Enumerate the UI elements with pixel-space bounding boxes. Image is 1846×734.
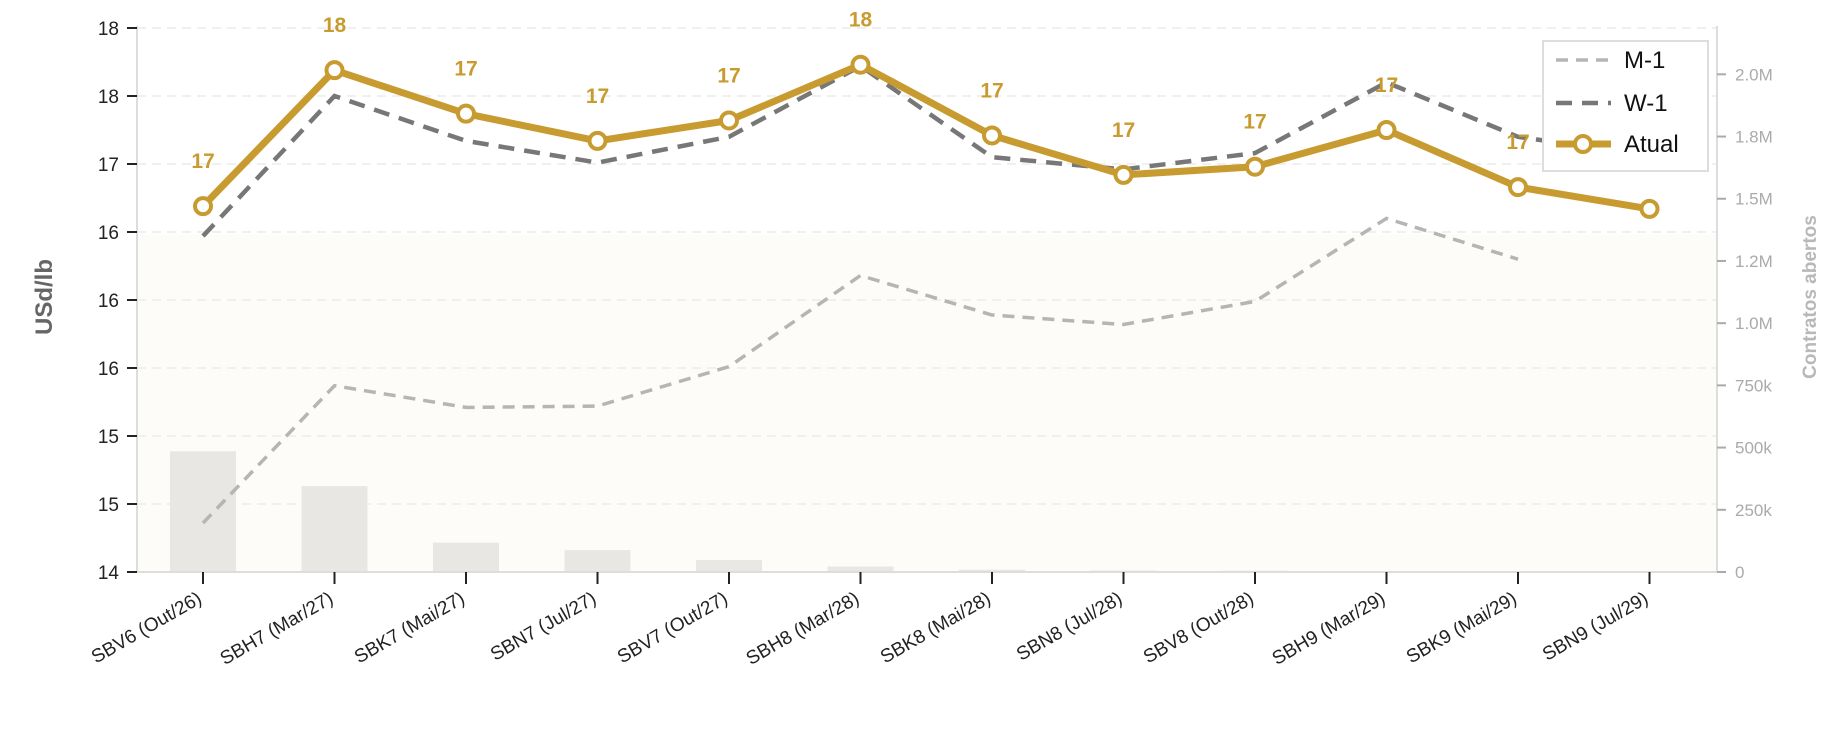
x-tick-label: SBN9 (Jul/29) bbox=[1539, 588, 1652, 665]
series-line-atual bbox=[200, 61, 1651, 213]
y2-tick-label: 1.0M bbox=[1735, 314, 1773, 333]
atual-point-marker bbox=[1376, 120, 1397, 140]
x-tick-label: SBH8 (Mar/28) bbox=[743, 588, 863, 670]
y2-tick-label: 750k bbox=[1735, 376, 1772, 395]
y-axis-title: USd/lb bbox=[31, 259, 58, 335]
y2-axis-title: Contratos abertos bbox=[1800, 215, 1821, 379]
y-tick-label: 15 bbox=[98, 495, 119, 516]
atual-data-label: 17 bbox=[454, 58, 477, 81]
x-tick-label: SBH7 (Mar/27) bbox=[217, 588, 337, 670]
open-interest-bar bbox=[301, 486, 368, 572]
open-interest-bar bbox=[696, 560, 762, 572]
atual-point-marker bbox=[982, 125, 1002, 146]
y2-tick-label: 250k bbox=[1735, 501, 1772, 520]
y-tick-label: 16 bbox=[98, 291, 119, 312]
atual-point-marker bbox=[324, 60, 345, 81]
open-interest-bar bbox=[564, 550, 631, 572]
atual-point-marker bbox=[1639, 198, 1660, 219]
atual-data-label: 17 bbox=[586, 85, 609, 108]
x-tick-label: SBK9 (Mai/29) bbox=[1403, 588, 1520, 668]
atual-point-marker bbox=[587, 130, 608, 151]
atual-data-label: 17 bbox=[1506, 131, 1529, 154]
open-interest-bar bbox=[433, 542, 499, 572]
y-tick-label: 16 bbox=[98, 223, 119, 244]
atual-point-marker bbox=[1508, 177, 1528, 198]
y-tick-label: 14 bbox=[98, 563, 120, 584]
atual-point-marker bbox=[719, 110, 739, 131]
atual-point-marker bbox=[1245, 156, 1265, 177]
legend-label: Atual bbox=[1624, 131, 1679, 158]
atual-data-label: 18 bbox=[323, 14, 347, 37]
y2-tick-label: 500k bbox=[1735, 439, 1772, 458]
y2-tick-label: 2.0M bbox=[1735, 65, 1773, 84]
series-line-m-1 bbox=[201, 216, 1519, 525]
atual-data-label: 17 bbox=[191, 150, 214, 173]
y-tick-label: 16 bbox=[98, 359, 119, 380]
atual-data-label: 17 bbox=[1112, 119, 1135, 142]
x-tick-label: SBH9 (Mar/29) bbox=[1269, 588, 1389, 670]
atual-data-label: 17 bbox=[980, 79, 1003, 102]
y2-tick-label: 1.2M bbox=[1735, 252, 1773, 271]
open-interest-bar bbox=[170, 451, 236, 572]
atual-point-marker bbox=[1113, 164, 1134, 185]
y2-tick-label: 1.5M bbox=[1735, 190, 1773, 209]
atual-data-label: 17 bbox=[717, 64, 740, 87]
x-tick-label: SBV8 (Out/28) bbox=[1140, 588, 1258, 668]
legend-label: M-1 bbox=[1624, 47, 1665, 74]
x-tick-label: SBK8 (Mai/28) bbox=[877, 588, 994, 668]
legend-label: W-1 bbox=[1624, 90, 1668, 117]
y-tick-label: 18 bbox=[98, 87, 119, 108]
x-tick-label: SBN7 (Jul/27) bbox=[487, 588, 600, 665]
atual-point-marker bbox=[456, 103, 476, 124]
atual-point-marker bbox=[850, 54, 871, 75]
y-tick-label: 18 bbox=[98, 19, 119, 40]
atual-data-label: 17 bbox=[1375, 74, 1398, 97]
atual-data-label: 17 bbox=[1243, 111, 1266, 134]
x-tick-label: SBV6 (Out/26) bbox=[88, 588, 206, 668]
x-tick-label: SBN8 (Jul/28) bbox=[1013, 588, 1126, 665]
legend-marker-atual bbox=[1573, 134, 1593, 154]
y2-tick-label: 1.8M bbox=[1735, 128, 1773, 147]
x-tick-label: SBK7 (Mai/27) bbox=[351, 588, 468, 668]
y2-tick-label: 0 bbox=[1735, 563, 1744, 582]
open-interest-bar bbox=[959, 569, 1025, 572]
open-interest-bar bbox=[827, 566, 894, 572]
y-tick-label: 17 bbox=[98, 155, 119, 176]
x-tick-label: SBV7 (Out/27) bbox=[614, 588, 732, 668]
legend-box bbox=[1542, 40, 1709, 172]
shaded-band bbox=[137, 234, 1717, 572]
open-interest-bars bbox=[170, 451, 1683, 572]
atual-point-marker bbox=[193, 196, 213, 217]
atual-data-label: 18 bbox=[849, 9, 873, 32]
y-tick-label: 15 bbox=[98, 427, 119, 448]
grid-lines bbox=[137, 27, 1717, 505]
legend: M-1 W-1 Atual bbox=[1542, 40, 1709, 172]
